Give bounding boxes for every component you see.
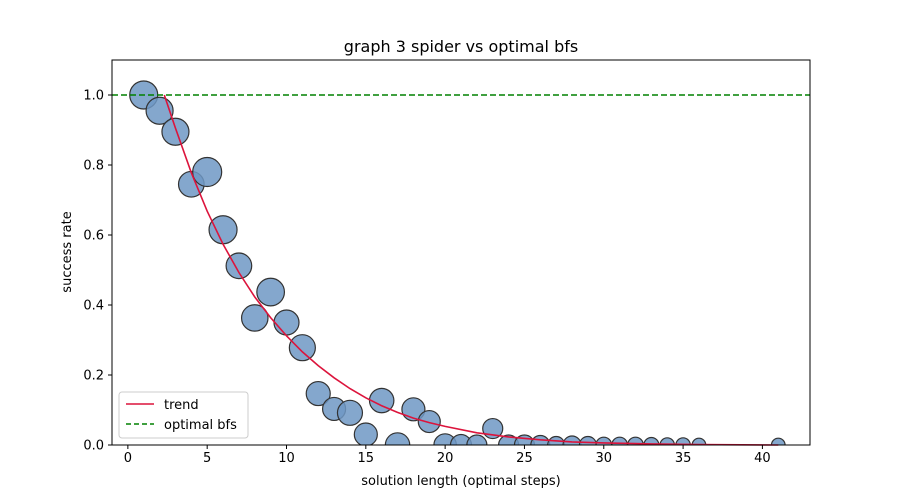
- scatter-point: [145, 96, 174, 125]
- x-tick-label: 0: [124, 451, 132, 466]
- x-tick-label: 10: [278, 451, 295, 466]
- trend-layer: [163, 94, 779, 446]
- scatter-point: [336, 399, 364, 426]
- scatter-point: [466, 434, 488, 445]
- legend-optimal-label: optimal bfs: [164, 418, 237, 433]
- x-tick-label: 5: [203, 451, 211, 466]
- scatter-point: [240, 304, 269, 332]
- scatter-point: [161, 117, 190, 146]
- scatter-point: [273, 309, 300, 336]
- x-tick-label: 40: [754, 451, 771, 466]
- scatter-point: [368, 387, 395, 414]
- x-tick-label: 30: [595, 451, 612, 466]
- y-axis-label: success rate: [60, 211, 75, 292]
- plot-border: [111, 59, 811, 446]
- scatter-point: [353, 422, 378, 445]
- y-tick-label: 0.0: [83, 439, 104, 454]
- scatter-point: [305, 380, 331, 407]
- x-tick-label: 20: [437, 451, 454, 466]
- legend: trend optimal bfs: [118, 391, 249, 439]
- y-axis: 0.0 0.2 0.4 0.6 0.8 1.0: [83, 89, 112, 454]
- x-tick-label: 15: [358, 451, 375, 466]
- x-axis: 0 5 10 15 20 25 30 35 40: [124, 445, 771, 466]
- legend-trend-label: trend: [164, 398, 199, 413]
- y-tick-label: 0.4: [83, 299, 104, 314]
- scatter-point: [208, 215, 238, 245]
- points-layer: [129, 80, 786, 445]
- plot-area: [111, 59, 811, 446]
- y-tick-label: 1.0: [83, 89, 104, 104]
- scatter-point: [256, 277, 286, 307]
- trend-line: [163, 94, 779, 446]
- y-tick-label: 0.6: [83, 229, 104, 244]
- x-tick-label: 25: [516, 451, 533, 466]
- y-tick-label: 0.2: [83, 369, 104, 384]
- plot-frame: [112, 60, 810, 445]
- scatter-point: [401, 397, 426, 422]
- scatter-point: [449, 433, 473, 445]
- x-axis-label: solution length (optimal steps): [361, 474, 561, 489]
- y-tick-label: 0.8: [83, 159, 104, 174]
- scatter-point: [192, 156, 223, 188]
- scatter-point: [417, 409, 441, 434]
- x-tick-label: 35: [675, 451, 692, 466]
- chart-title: graph 3 spider vs optimal bfs: [344, 37, 578, 56]
- scatter-point: [691, 437, 707, 445]
- scatter-point: [770, 437, 786, 445]
- scatter-point: [225, 252, 253, 280]
- scatter-point: [288, 334, 316, 362]
